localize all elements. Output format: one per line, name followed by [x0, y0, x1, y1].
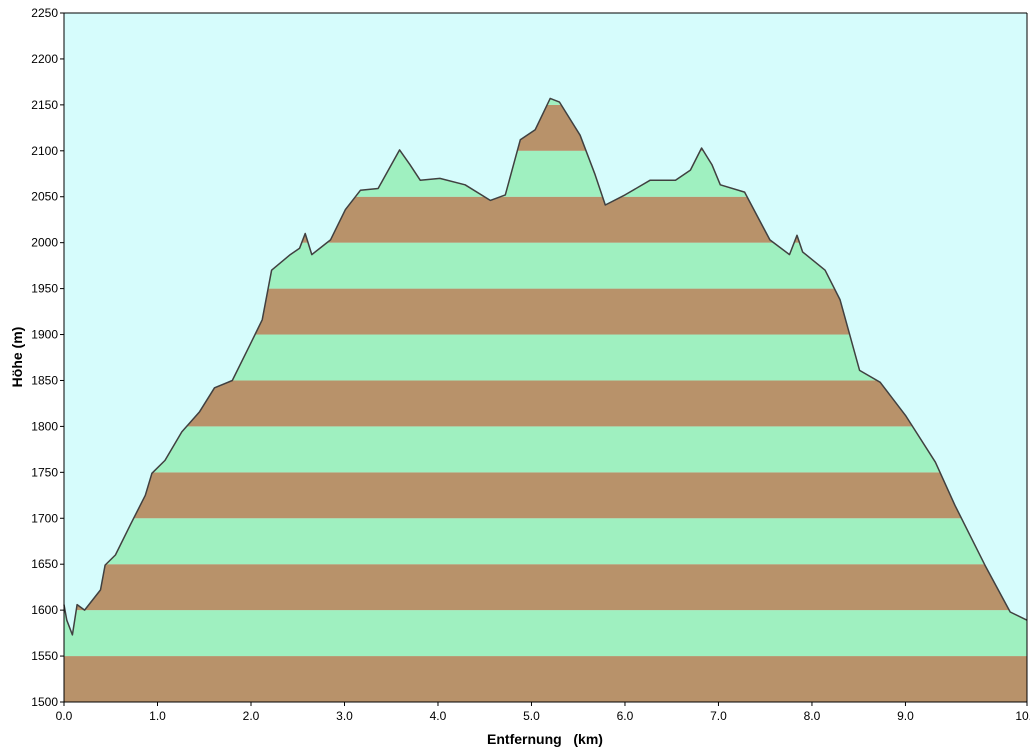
x-tick-label: 5.0 — [523, 709, 540, 723]
y-tick-label: 1500 — [31, 695, 58, 709]
y-tick-label: 1550 — [31, 649, 58, 663]
y-tick-label: 1750 — [31, 465, 58, 479]
x-tick-label: 8.0 — [804, 709, 821, 723]
x-tick-label: 9.0 — [897, 709, 914, 723]
y-tick-label: 1600 — [31, 603, 58, 617]
y-tick-label: 2050 — [31, 190, 58, 204]
elevation-band — [64, 564, 1027, 611]
x-tick-label: 3.0 — [336, 709, 353, 723]
elevation-band — [64, 518, 1027, 565]
y-axis-title: Höhe (m) — [9, 327, 25, 388]
y-tick-label: 1700 — [31, 511, 58, 525]
elevation-band — [64, 610, 1027, 657]
x-tick-label: 10.3 — [1015, 709, 1030, 723]
y-tick-label: 1850 — [31, 373, 58, 387]
y-tick-label: 2000 — [31, 236, 58, 250]
y-tick-label: 2200 — [31, 52, 58, 66]
x-tick-label: 4.0 — [430, 709, 447, 723]
elevation-band — [64, 472, 1027, 519]
elevation-band — [64, 380, 1027, 427]
y-tick-label: 1800 — [31, 419, 58, 433]
x-tick-label: 6.0 — [617, 709, 634, 723]
y-tick-label: 1650 — [31, 557, 58, 571]
x-axis-title: Entfernung (km) — [487, 731, 603, 747]
x-tick-label: 0.0 — [56, 709, 73, 723]
plot — [63, 97, 1028, 636]
elevation-band — [64, 426, 1027, 473]
x-tick-label: 7.0 — [710, 709, 727, 723]
y-tick-label: 2150 — [31, 98, 58, 112]
y-tick-label: 1900 — [31, 328, 58, 342]
y-tick-label: 2250 — [31, 6, 58, 20]
y-tick-label: 1950 — [31, 282, 58, 296]
x-tick-label: 2.0 — [243, 709, 260, 723]
elevation-band — [64, 656, 1027, 702]
x-tick-label: 1.0 — [149, 709, 166, 723]
y-tick-label: 2100 — [31, 144, 58, 158]
profile-line — [63, 97, 1028, 636]
